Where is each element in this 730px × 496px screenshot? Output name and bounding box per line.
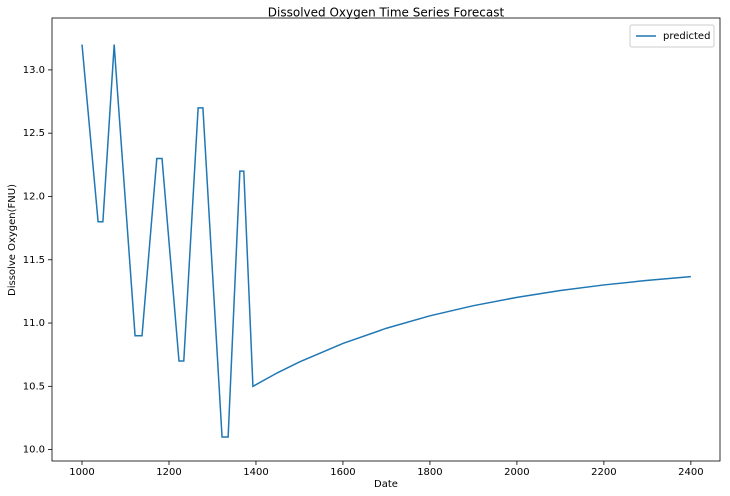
legend-label: predicted [663, 31, 710, 42]
x-tick-label: 2200 [591, 467, 616, 478]
x-tick-label: 1200 [156, 467, 181, 478]
y-tick-label: 11.5 [23, 255, 45, 266]
x-tick-label: 2000 [504, 467, 529, 478]
x-tick-label: 1600 [330, 467, 355, 478]
y-tick-label: 10.5 [23, 381, 45, 392]
x-tick-label: 2400 [678, 467, 703, 478]
y-tick-label: 12.5 [23, 128, 45, 139]
plot-frame [51, 17, 721, 462]
y-axis-label: Dissolve Oxygen(FNU) [7, 184, 18, 296]
legend-box [629, 24, 715, 48]
x-tick-label: 1800 [417, 467, 442, 478]
y-tick-label: 13.0 [23, 65, 45, 76]
series-line [81, 44, 691, 438]
chart-title: Dissolved Oxygen Time Series Forecast [268, 6, 505, 20]
y-tick-label: 10.0 [23, 445, 45, 456]
y-tick-label: 11.0 [23, 318, 45, 329]
x-tick-label: 1400 [243, 467, 268, 478]
y-tick-label: 12.0 [23, 191, 45, 202]
x-tick-label: 1000 [69, 467, 94, 478]
x-axis-label: Date [374, 479, 398, 490]
